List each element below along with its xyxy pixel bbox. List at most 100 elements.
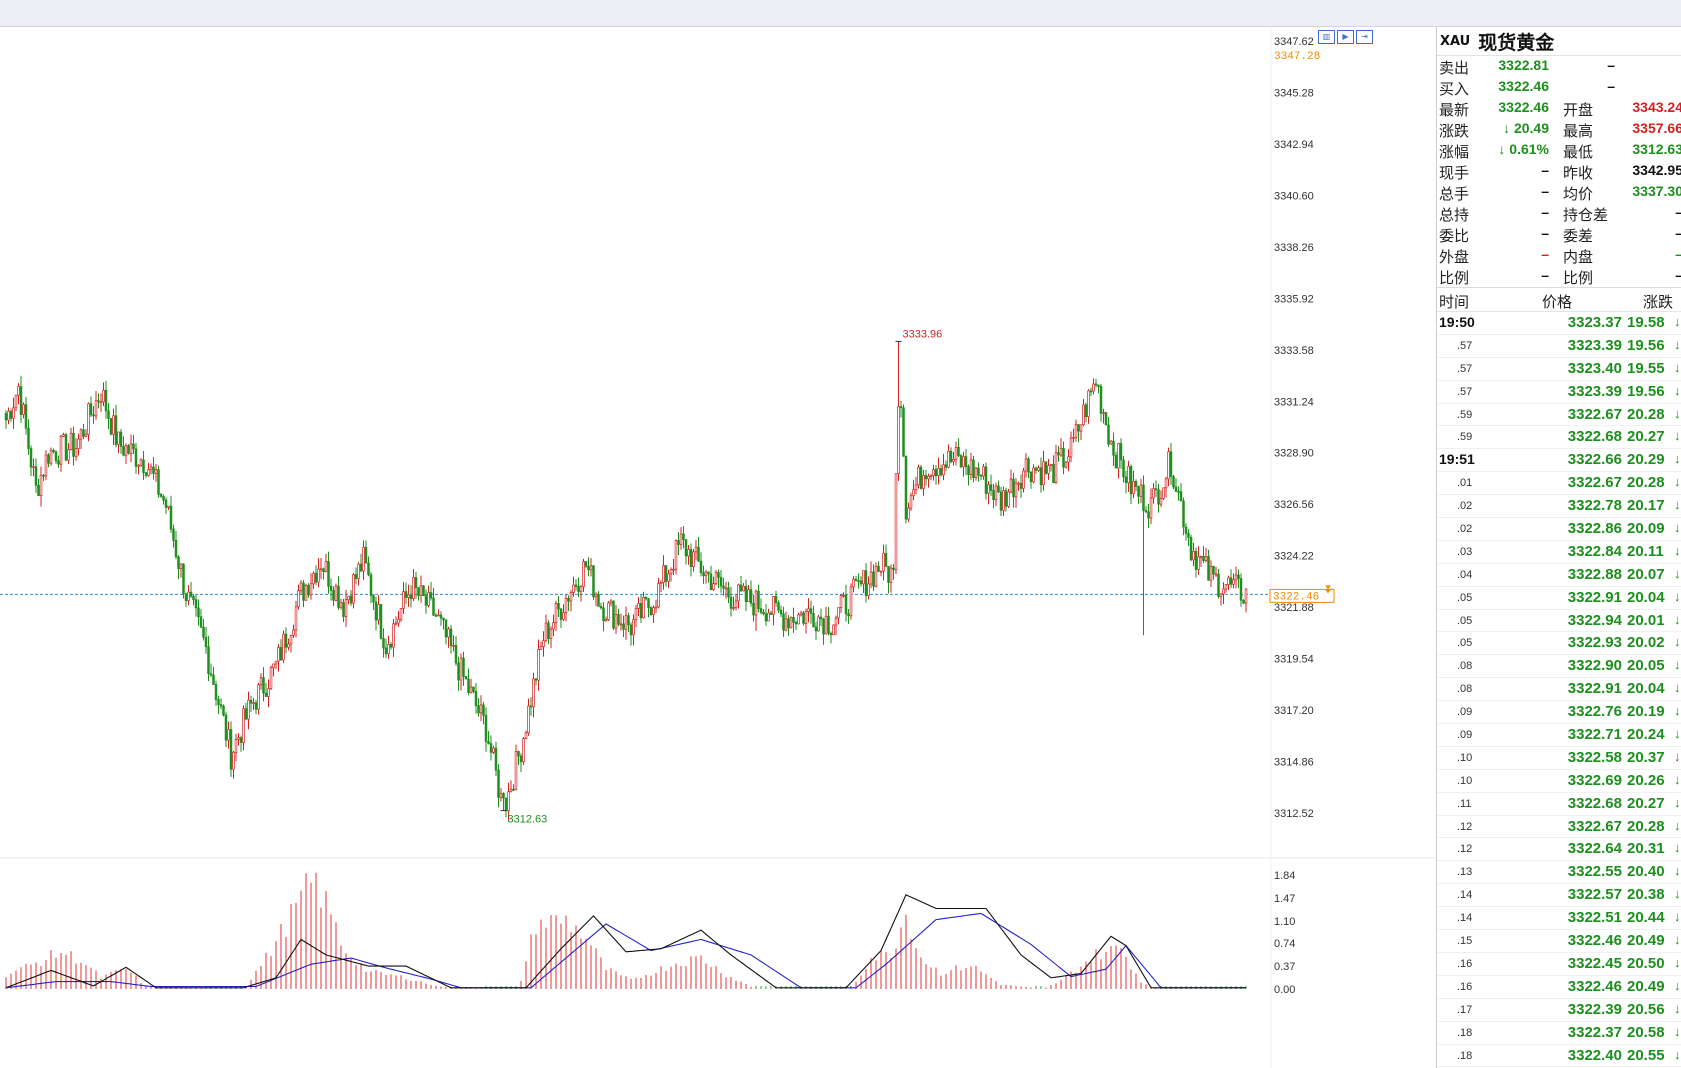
quote-row: 卖出 3322.81 – [1437,56,1681,77]
trade-change: 19.58 [1627,314,1665,331]
candle-body [794,621,798,625]
candle-body [434,614,438,617]
candle-body [562,612,565,620]
candle-body [107,410,110,419]
candle-body [492,747,495,753]
candle-body [1089,390,1093,393]
candle-body [832,624,835,636]
trade-change: 20.28 [1627,817,1665,835]
candle-body [1099,386,1103,414]
down-arrow-icon: ↓ [1674,520,1681,536]
candle-body [1007,491,1010,507]
candle-body [272,663,275,668]
trade-time: .11 [1457,797,1472,810]
candle-body [919,466,923,489]
trade-change: 20.24 [1627,726,1665,744]
stat-value: – [1675,267,1681,283]
candle-body [1167,451,1170,480]
candle-body [269,667,273,689]
top-price-marker: 3347.28 [1274,51,1320,63]
trades-header: 时间 价格 涨跌 [1437,287,1681,312]
candle-body [569,592,573,602]
candle-body [942,464,945,476]
stat-value: – [1675,204,1681,220]
candle-body [339,602,343,608]
trade-row: .02 3322.86 20.09 ↓ [1437,518,1681,541]
candle-body [929,475,933,478]
trade-row: .05 3322.93 20.02 ↓ [1437,632,1681,656]
candle-body [757,590,760,609]
candle-body [824,615,828,635]
down-arrow-icon: ↓ [1674,726,1681,742]
candle-body [42,474,45,477]
candle-body [427,592,430,606]
candle-body [969,459,973,476]
stat-label: 总手 [1439,185,1470,203]
candle-body [682,533,685,540]
stat-label: 昨收 [1563,164,1594,182]
candle-body [222,705,225,716]
trade-row: .12 3322.67 20.28 ↓ [1437,816,1681,839]
trade-time: .01 [1457,477,1473,490]
candle-body [534,678,538,681]
indicator-fast-line [5,894,1246,989]
chart-area[interactable]: 3347.62 3345.28 3342.94 3340.60 3338.26 3335.… [0,27,1436,1068]
expand-icon[interactable]: ▶ [1337,30,1354,44]
candle-body [717,572,720,578]
candle-body [132,443,135,450]
price-tick-label: 3340.60 [1274,190,1314,202]
trade-price: 3322.55 [1567,863,1622,881]
candle-body [864,570,868,596]
candle-body [432,597,435,616]
candle-body [424,595,428,606]
candle-body [714,572,718,585]
trade-row: .59 3322.67 20.28 ↓ [1437,404,1681,427]
trade-time: .14 [1457,912,1473,925]
candle-body [407,594,410,598]
candle-body [827,615,830,634]
candle-body [672,568,675,571]
candle-body [192,595,195,601]
candle-body [844,594,848,615]
candle-body [89,403,93,416]
candle-body [1179,491,1183,502]
candle-body [724,587,728,590]
trade-time: .16 [1457,980,1473,993]
stat-value: 3322.46 [1498,99,1549,115]
candle-body [984,466,988,494]
exit-icon[interactable]: ⇥ [1356,30,1373,44]
price-tick-label: 3312.52 [1274,808,1314,820]
stat-value: 3337.30 [1632,183,1681,199]
candle-body [142,459,145,473]
trade-change: 19.56 [1627,382,1665,400]
candle-body [24,404,28,429]
header-change: 涨跌 [1643,293,1674,311]
candle-body [1077,424,1080,432]
candle-body [494,747,498,771]
candle-body [579,586,583,593]
candle-body [182,563,185,595]
candle-body [117,431,120,445]
price-tick-label: 3326.56 [1274,499,1314,511]
candle-body [1062,447,1065,468]
stat-label: 买入 [1439,80,1470,98]
candle-body [144,472,148,476]
trades-list[interactable]: 19:50 3323.37 19.58 ↓ .57 3323.39 19.56 ↓ .57 332… [1437,312,1681,1068]
candle-body [974,467,978,478]
candle-body [459,657,463,681]
candle-body [1092,383,1095,392]
candle-body [949,450,953,463]
candle-body [697,546,700,562]
candle-body [784,618,788,631]
candle-body [249,699,253,704]
trade-row: .02 3322.78 20.17 ↓ [1437,495,1681,519]
candle-body [1087,390,1090,418]
candle-body [804,611,808,624]
candlestick-chart[interactable]: 3347.62 3345.28 3342.94 3340.60 3338.26 3335.… [0,27,1436,1068]
chart-type-icon[interactable]: ▥ [1318,30,1335,44]
candle-body [857,580,860,582]
candle-body [944,464,948,468]
price-tick-label: 3317.20 [1274,705,1314,717]
candle-body [609,600,613,604]
trade-time: .08 [1457,683,1473,696]
